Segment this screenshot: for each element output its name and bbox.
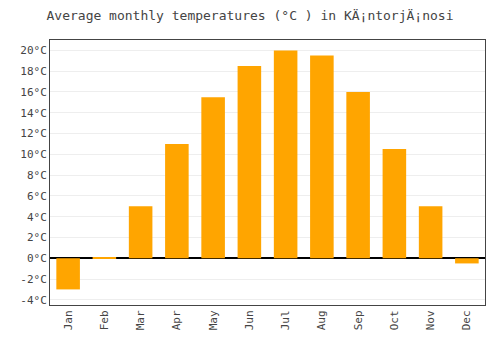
svg-text:Jan: Jan <box>62 310 75 330</box>
svg-text:Aug: Aug <box>315 310 328 330</box>
svg-text:20°C: 20°C <box>20 44 47 57</box>
svg-text:Jun: Jun <box>243 310 256 330</box>
svg-text:Jul: Jul <box>279 310 292 330</box>
svg-text:Average monthly temperatures (: Average monthly temperatures (°C ) in KÄ… <box>47 8 454 23</box>
svg-text:Oct: Oct <box>388 310 401 330</box>
svg-text:10°C: 10°C <box>20 148 47 161</box>
svg-text:4°C: 4°C <box>27 211 47 224</box>
svg-text:Dec: Dec <box>460 310 473 330</box>
svg-text:Sep: Sep <box>352 310 365 330</box>
svg-text:-2°C: -2°C <box>20 273 47 286</box>
svg-text:-4°C: -4°C <box>20 294 47 307</box>
svg-text:Mar: Mar <box>134 310 147 330</box>
svg-text:Feb: Feb <box>98 310 111 330</box>
svg-text:8°C: 8°C <box>27 169 47 182</box>
svg-text:12°C: 12°C <box>20 127 47 140</box>
svg-text:0°C: 0°C <box>27 252 47 265</box>
svg-text:6°C: 6°C <box>27 190 47 203</box>
svg-text:2°C: 2°C <box>27 231 47 244</box>
svg-text:14°C: 14°C <box>20 107 47 120</box>
svg-text:May: May <box>207 310 220 330</box>
svg-text:Nov: Nov <box>424 310 437 330</box>
svg-text:Apr: Apr <box>170 310 183 330</box>
svg-text:16°C: 16°C <box>20 86 47 99</box>
svg-text:18°C: 18°C <box>20 65 47 78</box>
